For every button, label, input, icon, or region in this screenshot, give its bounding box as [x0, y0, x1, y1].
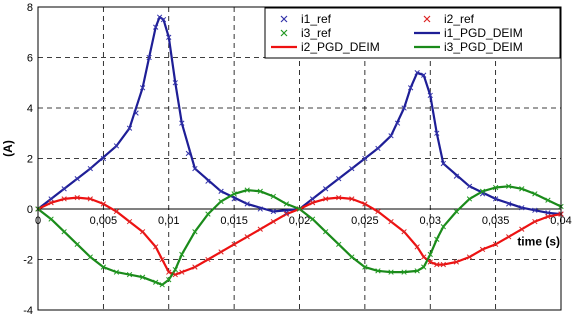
x-tick-label: 0,03: [420, 215, 441, 227]
x-tick-label: 0,025: [351, 215, 379, 227]
legend-label: i3_PGD_DEIM: [444, 40, 523, 54]
y-tick-label: -4: [23, 305, 33, 317]
x-tick-label: 0,02: [289, 215, 310, 227]
legend-label: i1_PGD_DEIM: [444, 26, 523, 40]
legend-label: i2_PGD_DEIM: [301, 40, 380, 54]
legend-label: i1_ref: [301, 12, 332, 26]
x-tick-label: 0,035: [482, 215, 510, 227]
y-tick-label: 6: [27, 53, 33, 65]
y-axis-label: (A): [1, 140, 15, 157]
data-point: [323, 229, 328, 234]
x-tick-labels: 0 0,005 0,01 0,015 0,02 0,025 0,03 0,035 0,04: [35, 215, 572, 227]
x-tick-label: 0,005: [90, 215, 118, 227]
data-point: [75, 242, 80, 247]
chart-legend: i1_ref i2_ref i3_ref i1_PGD_DEIM i2_PGD_DEIM…: [265, 8, 560, 58]
x-axis-label: time (s): [517, 235, 560, 249]
legend-label: i2_ref: [444, 12, 475, 26]
x-tick-label: 0,01: [158, 215, 179, 227]
y-tick-label: -2: [23, 255, 33, 267]
y-tick-label: 2: [27, 154, 33, 166]
y-tick-label: 4: [27, 103, 33, 115]
legend-label: i3_ref: [301, 26, 332, 40]
y-tick-labels: -4 -2 0 2 4 6 8: [23, 2, 33, 317]
data-point: [336, 242, 341, 247]
y-tick-label: 0: [27, 204, 33, 216]
x-tick-label: 0,015: [220, 215, 248, 227]
y-tick-label: 8: [27, 2, 33, 14]
